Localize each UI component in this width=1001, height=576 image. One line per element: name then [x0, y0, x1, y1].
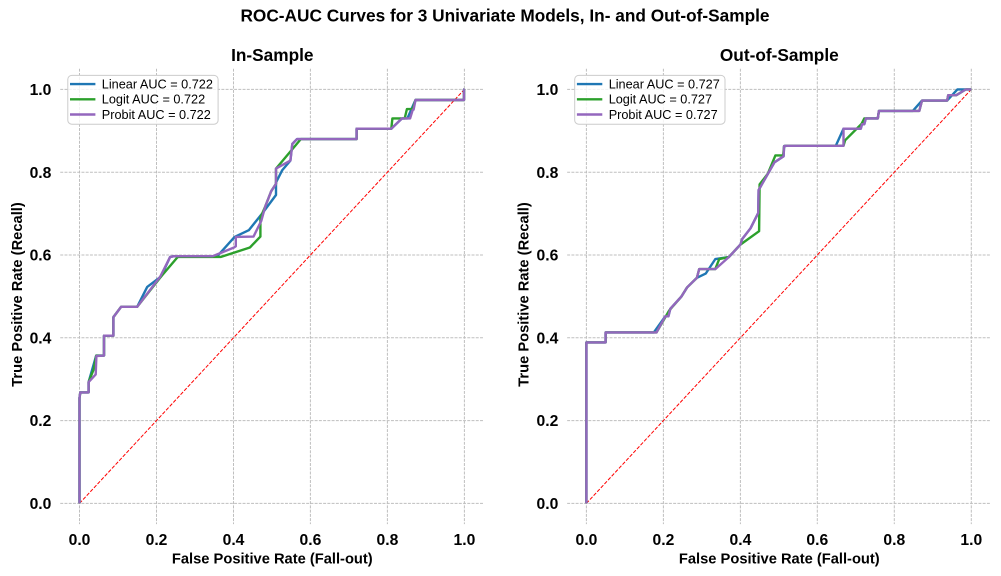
- svg-text:False Positive Rate (Fall-out): False Positive Rate (Fall-out): [679, 552, 880, 568]
- svg-text:0.8: 0.8: [536, 165, 558, 182]
- svg-text:Linear AUC = 0.722: Linear AUC = 0.722: [102, 77, 213, 91]
- svg-text:0.2: 0.2: [146, 532, 168, 549]
- svg-text:False Positive Rate (Fall-out): False Positive Rate (Fall-out): [172, 552, 373, 568]
- svg-text:In-Sample: In-Sample: [231, 45, 313, 65]
- svg-text:0.0: 0.0: [536, 496, 558, 513]
- svg-text:Probit AUC = 0.722: Probit AUC = 0.722: [102, 108, 211, 122]
- svg-text:0.6: 0.6: [806, 532, 828, 549]
- svg-text:0.8: 0.8: [30, 165, 52, 182]
- svg-text:0.8: 0.8: [883, 532, 905, 549]
- svg-text:1.0: 1.0: [453, 532, 475, 549]
- svg-text:0.6: 0.6: [30, 248, 52, 265]
- svg-text:1.0: 1.0: [536, 82, 558, 99]
- svg-text:True Positive Rate (Recall): True Positive Rate (Recall): [517, 202, 533, 387]
- svg-text:0.4: 0.4: [729, 532, 751, 549]
- svg-text:Linear AUC = 0.727: Linear AUC = 0.727: [609, 77, 720, 91]
- svg-text:0.0: 0.0: [30, 496, 52, 513]
- svg-text:0.4: 0.4: [30, 330, 52, 347]
- svg-text:0.0: 0.0: [575, 532, 597, 549]
- svg-text:0.4: 0.4: [536, 330, 558, 347]
- svg-text:1.0: 1.0: [30, 82, 52, 99]
- svg-text:0.2: 0.2: [30, 413, 52, 430]
- svg-text:Probit AUC = 0.727: Probit AUC = 0.727: [609, 108, 718, 122]
- svg-text:0.0: 0.0: [69, 532, 91, 549]
- svg-text:ROC-AUC Curves for 3 Univariat: ROC-AUC Curves for 3 Univariate Models, …: [240, 5, 769, 25]
- svg-text:0.8: 0.8: [376, 532, 398, 549]
- svg-text:0.4: 0.4: [223, 532, 245, 549]
- svg-text:0.6: 0.6: [536, 248, 558, 265]
- svg-text:1.0: 1.0: [960, 532, 982, 549]
- svg-text:Logit AUC = 0.722: Logit AUC = 0.722: [102, 93, 205, 107]
- svg-text:Out-of-Sample: Out-of-Sample: [720, 45, 839, 65]
- svg-text:0.2: 0.2: [652, 532, 674, 549]
- svg-text:Logit AUC = 0.727: Logit AUC = 0.727: [609, 93, 712, 107]
- svg-text:0.6: 0.6: [299, 532, 321, 549]
- svg-text:True Positive Rate (Recall): True Positive Rate (Recall): [10, 202, 26, 387]
- svg-text:0.2: 0.2: [536, 413, 558, 430]
